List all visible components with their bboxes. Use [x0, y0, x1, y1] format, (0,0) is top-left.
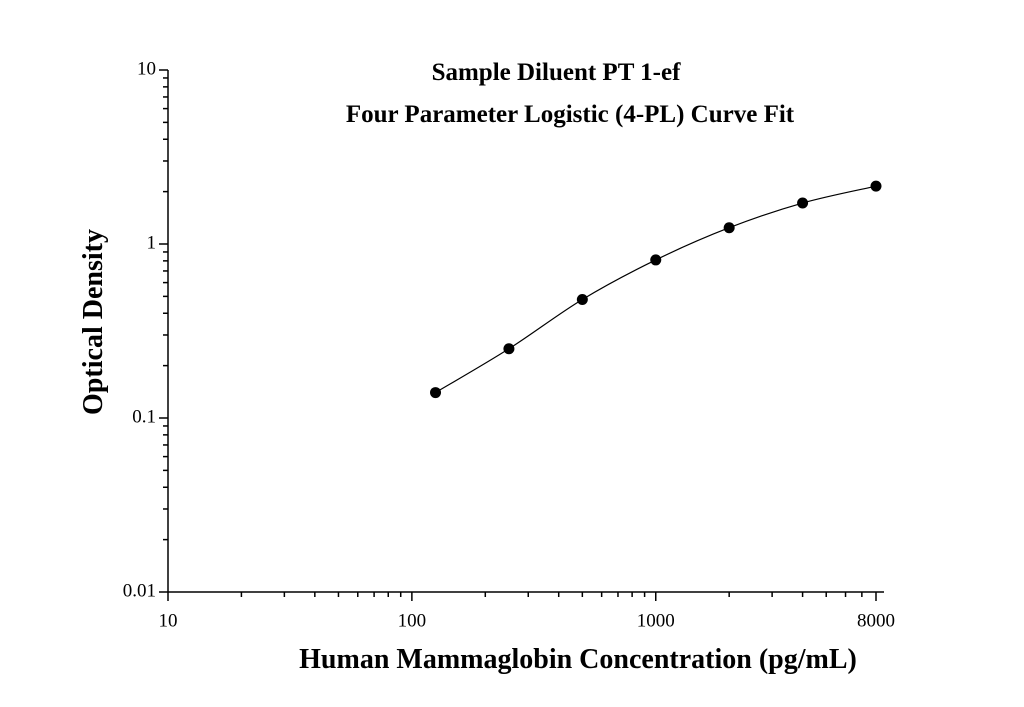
y-tick-label: 10 — [137, 58, 156, 79]
data-point — [723, 222, 735, 234]
data-point — [650, 254, 662, 266]
x-axis-title: Human Mammaglobin Concentration (pg/mL) — [299, 644, 857, 675]
data-point — [576, 293, 588, 305]
y-axis-title: Optical Density — [78, 229, 109, 415]
x-tick-label: 8000 — [857, 610, 895, 631]
y-tick-label: 1 — [147, 232, 157, 253]
chart-subtitle: Four Parameter Logistic (4-PL) Curve Fit — [346, 101, 795, 128]
y-tick-label: 0.01 — [123, 580, 156, 601]
x-tick-label: 100 — [398, 610, 427, 631]
fit-curve — [435, 185, 877, 394]
chart-title: Sample Diluent PT 1-ef — [432, 59, 682, 86]
y-tick-label: 0.1 — [132, 406, 156, 427]
data-point — [430, 387, 442, 399]
data-point — [503, 343, 515, 355]
data-point — [870, 180, 882, 192]
x-tick-label: 1000 — [637, 610, 675, 631]
x-tick-label: 10 — [159, 610, 178, 631]
data-point — [797, 197, 809, 209]
